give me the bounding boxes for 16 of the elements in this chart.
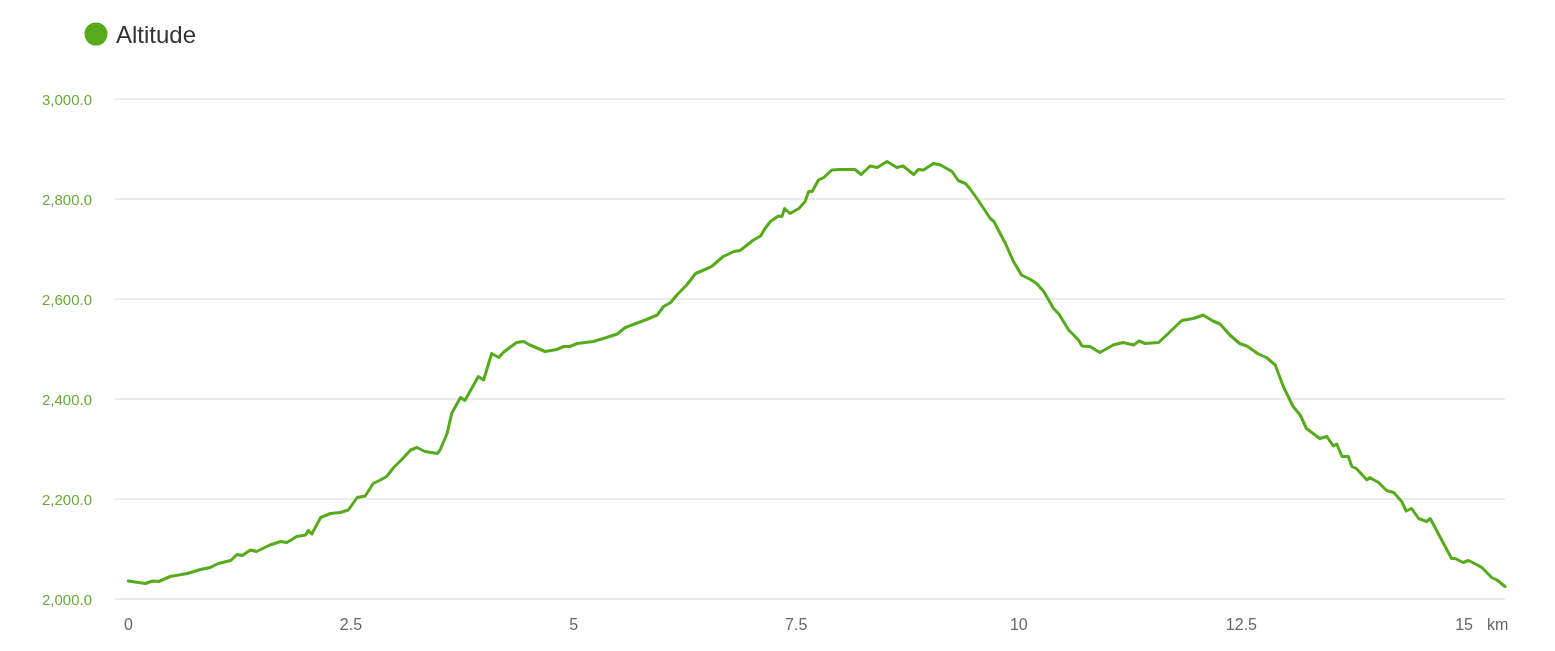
y-tick-label: 2,600.0: [41, 290, 92, 308]
line-series: [126, 160, 1507, 588]
x-tick-label: 5: [569, 616, 579, 633]
y-tick-label: 2,400.0: [41, 390, 92, 408]
y-tick-label: 2,200.0: [41, 490, 92, 508]
x-tick-label: 0: [123, 616, 133, 633]
y-tick-label: 2,800.0: [41, 190, 92, 208]
x-tick-label: 7.5: [785, 616, 808, 633]
x-tick-label: 2.5: [339, 616, 363, 633]
y-tick-label: 3,000.0: [41, 90, 92, 108]
x-tick-label: 10: [1009, 616, 1028, 633]
legend-label: Altitude: [116, 21, 197, 48]
y-tick-label: 2,000.0: [41, 590, 92, 608]
x-tick-label: 15: [1455, 616, 1474, 633]
x-axis-title: km: [1487, 616, 1509, 633]
x-tick-label: 12.5: [1225, 616, 1258, 633]
